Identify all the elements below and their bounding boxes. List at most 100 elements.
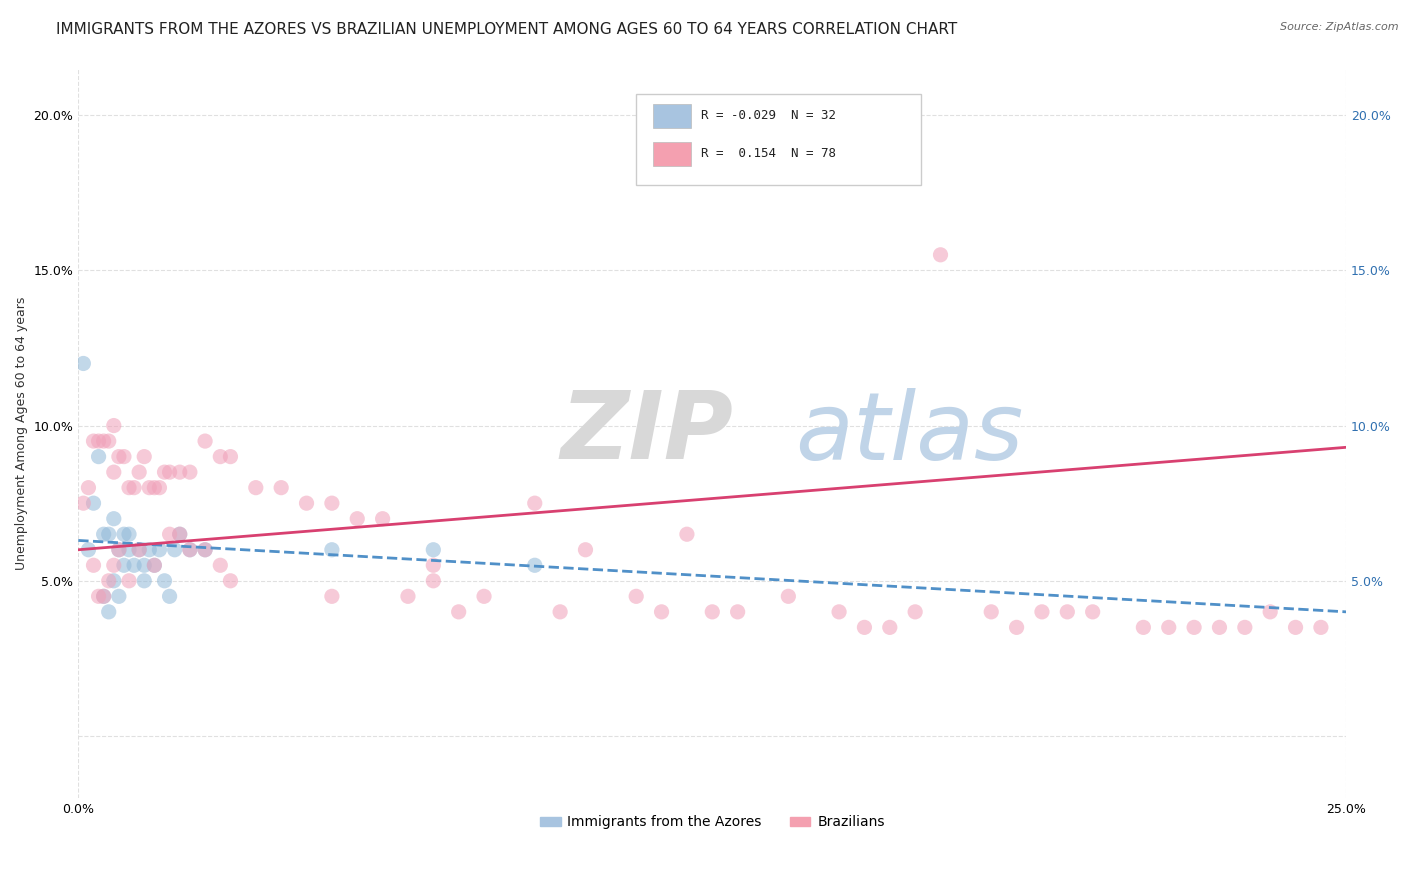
Point [548, 605, 571, 619]
Text: R = -0.029  N = 32: R = -0.029 N = 32 [700, 110, 835, 122]
Point [1182, 620, 1205, 634]
Text: R =  0.154  N = 78: R = 0.154 N = 78 [700, 147, 835, 161]
Point [163, 542, 186, 557]
Point [219, 450, 242, 464]
Point [138, 481, 160, 495]
Text: Source: ZipAtlas.com: Source: ZipAtlas.com [1281, 22, 1399, 32]
Point [77, 481, 100, 495]
Point [904, 605, 927, 619]
Point [1031, 605, 1053, 619]
Point [112, 527, 135, 541]
Point [103, 418, 125, 433]
Point [980, 605, 1002, 619]
Point [194, 434, 217, 448]
Legend: Immigrants from the Azores, Brazilians: Immigrants from the Azores, Brazilians [534, 810, 890, 835]
Point [879, 620, 901, 634]
Point [447, 605, 470, 619]
Point [179, 542, 201, 557]
Point [77, 542, 100, 557]
Point [112, 450, 135, 464]
Point [179, 542, 201, 557]
Point [169, 527, 191, 541]
Point [159, 590, 181, 604]
FancyBboxPatch shape [652, 142, 690, 166]
Point [169, 465, 191, 479]
FancyBboxPatch shape [636, 94, 921, 186]
Point [676, 527, 699, 541]
Point [87, 434, 110, 448]
Point [169, 527, 191, 541]
Point [245, 481, 267, 495]
Point [108, 450, 131, 464]
Point [346, 512, 368, 526]
Point [108, 542, 131, 557]
Point [828, 605, 851, 619]
Point [422, 558, 444, 573]
Point [396, 590, 419, 604]
Point [97, 434, 120, 448]
Point [778, 590, 800, 604]
Point [83, 496, 105, 510]
Point [103, 512, 125, 526]
Point [523, 558, 546, 573]
Point [118, 574, 141, 588]
Point [93, 590, 115, 604]
FancyBboxPatch shape [652, 104, 690, 128]
Point [194, 542, 217, 557]
Point [103, 574, 125, 588]
Point [87, 450, 110, 464]
Point [1157, 620, 1180, 634]
Point [523, 496, 546, 510]
Point [219, 574, 242, 588]
Point [624, 590, 647, 604]
Point [72, 356, 94, 370]
Point [143, 481, 166, 495]
Point [153, 574, 176, 588]
Text: atlas: atlas [794, 388, 1024, 479]
Point [1132, 620, 1154, 634]
Point [108, 542, 131, 557]
Point [118, 527, 141, 541]
Text: IMMIGRANTS FROM THE AZORES VS BRAZILIAN UNEMPLOYMENT AMONG AGES 60 TO 64 YEARS C: IMMIGRANTS FROM THE AZORES VS BRAZILIAN … [56, 22, 957, 37]
Point [179, 465, 201, 479]
Point [134, 574, 156, 588]
Point [209, 450, 232, 464]
Point [138, 542, 160, 557]
Point [83, 434, 105, 448]
Point [159, 527, 181, 541]
Point [134, 558, 156, 573]
Point [159, 465, 181, 479]
Point [148, 542, 170, 557]
Point [1005, 620, 1028, 634]
Point [194, 542, 217, 557]
Point [97, 527, 120, 541]
Point [128, 542, 150, 557]
Point [727, 605, 749, 619]
Point [1258, 605, 1281, 619]
Point [143, 558, 166, 573]
Point [209, 558, 232, 573]
Point [108, 590, 131, 604]
Point [574, 542, 596, 557]
Point [1208, 620, 1230, 634]
Point [651, 605, 673, 619]
Point [93, 434, 115, 448]
Point [148, 481, 170, 495]
Point [112, 558, 135, 573]
Point [853, 620, 876, 634]
Point [97, 605, 120, 619]
Point [153, 465, 176, 479]
Text: ZIP: ZIP [560, 387, 733, 479]
Point [134, 450, 156, 464]
Point [472, 590, 495, 604]
Point [118, 542, 141, 557]
Point [72, 496, 94, 510]
Point [321, 496, 343, 510]
Point [103, 558, 125, 573]
Point [929, 248, 952, 262]
Point [118, 481, 141, 495]
Point [1081, 605, 1104, 619]
Point [122, 558, 145, 573]
Point [422, 574, 444, 588]
Point [97, 574, 120, 588]
